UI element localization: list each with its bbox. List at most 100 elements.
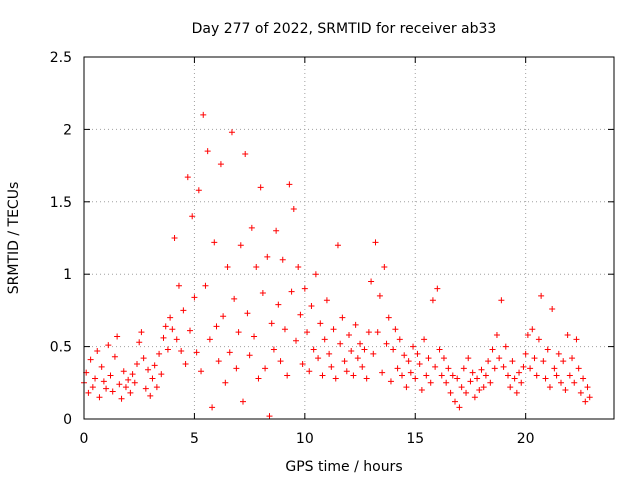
data-point — [414, 350, 421, 357]
data-point — [127, 389, 134, 396]
chart-title: Day 277 of 2022, SRMTID for receiver ab3… — [192, 21, 497, 37]
data-point — [248, 224, 255, 231]
data-point — [321, 336, 328, 343]
data-point — [343, 368, 350, 375]
data-point — [273, 227, 280, 234]
data-point — [363, 375, 370, 382]
data-point — [96, 394, 103, 401]
data-point — [465, 355, 472, 362]
data-point — [354, 355, 361, 362]
data-point — [266, 413, 273, 420]
data-point — [187, 327, 193, 334]
data-point — [277, 358, 284, 365]
data-point — [518, 379, 525, 386]
data-point — [432, 363, 439, 370]
data-point — [566, 372, 573, 379]
data-point — [228, 129, 235, 136]
data-point — [178, 347, 185, 354]
data-point — [440, 355, 447, 362]
data-point — [158, 371, 165, 378]
data-point — [463, 389, 470, 396]
data-point — [357, 340, 364, 347]
data-point — [279, 256, 286, 263]
data-point — [434, 285, 441, 292]
data-point — [511, 375, 518, 382]
data-point — [533, 372, 540, 379]
data-point — [341, 358, 348, 365]
data-point — [456, 404, 463, 411]
x-tick-label: 0 — [80, 431, 89, 447]
data-point — [173, 336, 180, 343]
data-point — [235, 329, 242, 336]
data-point — [538, 292, 545, 299]
data-point — [496, 355, 503, 362]
data-point — [213, 323, 220, 330]
data-point — [169, 326, 176, 333]
data-point — [182, 360, 189, 367]
data-point — [131, 379, 138, 386]
data-point — [350, 372, 357, 379]
y-tick-label: 2 — [63, 122, 72, 138]
data-point — [103, 385, 110, 392]
data-point — [87, 356, 94, 363]
data-point — [116, 381, 123, 388]
data-point — [412, 375, 419, 382]
data-point — [573, 336, 580, 343]
x-tick-label: 15 — [406, 431, 424, 447]
data-point — [332, 375, 339, 382]
data-point — [89, 384, 96, 391]
data-point — [191, 294, 198, 301]
y-axis-label: SRMTID / TECUs — [6, 182, 22, 295]
data-point — [308, 303, 315, 310]
data-point — [469, 369, 476, 376]
data-point — [92, 375, 99, 382]
data-point — [240, 398, 246, 405]
data-point — [582, 398, 589, 405]
data-point — [147, 392, 154, 399]
data-point — [149, 375, 156, 382]
data-point — [304, 329, 311, 336]
data-point — [410, 343, 417, 350]
data-point — [107, 372, 114, 379]
data-point — [562, 387, 569, 394]
data-point — [122, 384, 129, 391]
data-point — [180, 307, 187, 314]
data-point — [516, 369, 523, 376]
data-point — [542, 375, 549, 382]
data-point — [255, 375, 262, 382]
data-point — [253, 263, 260, 270]
data-point — [421, 336, 428, 343]
data-point — [381, 263, 388, 270]
data-point — [120, 368, 127, 375]
data-point — [233, 365, 240, 372]
data-point — [136, 339, 143, 346]
data-point — [427, 379, 434, 386]
data-point — [268, 320, 275, 327]
data-points — [81, 111, 593, 420]
data-point — [231, 295, 238, 302]
data-point — [544, 346, 551, 353]
data-point — [555, 350, 562, 357]
data-point — [100, 378, 107, 385]
y-tick-label: 0.5 — [50, 340, 72, 356]
data-point — [281, 326, 288, 333]
data-point — [502, 343, 509, 350]
data-point — [480, 384, 487, 391]
data-point — [474, 375, 481, 382]
data-point — [361, 346, 368, 353]
data-point — [312, 271, 319, 278]
data-point — [264, 253, 271, 260]
data-point — [156, 350, 163, 357]
data-point — [319, 372, 326, 379]
data-point — [293, 337, 299, 344]
data-point — [489, 346, 496, 353]
data-point — [259, 290, 266, 297]
data-point — [553, 372, 560, 379]
data-point — [290, 206, 297, 213]
y-tick-label: 1 — [63, 267, 72, 283]
data-point — [493, 332, 500, 339]
data-point — [449, 372, 456, 379]
data-point — [114, 333, 121, 340]
data-point — [558, 379, 564, 386]
data-point — [206, 336, 213, 343]
